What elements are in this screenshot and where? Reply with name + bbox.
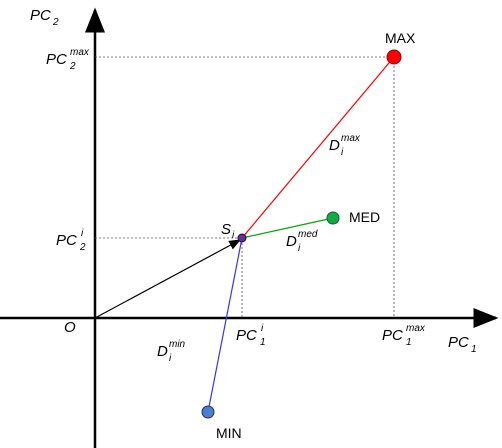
tick: PC	[382, 327, 403, 344]
tick: PC	[236, 327, 257, 344]
tick-sub: 1	[406, 337, 412, 348]
distance: D	[157, 343, 168, 360]
tick-sub: 2	[69, 61, 76, 72]
tick-sup: i	[261, 323, 264, 334]
tick-sup: max	[70, 47, 90, 58]
distance-sub: i	[298, 243, 301, 254]
s-label: S	[221, 221, 231, 238]
distance-sup: max	[341, 133, 361, 144]
tick-sup: i	[81, 228, 84, 239]
tick-sub: 1	[260, 337, 266, 348]
tick: PC	[56, 232, 77, 249]
distance: D	[286, 233, 297, 250]
s-point	[237, 233, 247, 243]
max-line	[241, 56, 395, 239]
min-line	[207, 237, 243, 413]
distance: D	[329, 137, 340, 154]
distance-sup: min	[169, 339, 186, 350]
x-label-sub: 1	[471, 344, 477, 355]
min-label: MIN	[216, 425, 242, 441]
origin-vector	[94, 239, 242, 319]
y-label-sub: 2	[52, 17, 59, 28]
max-point	[386, 49, 402, 65]
distance-sub: i	[341, 147, 344, 158]
med-label: MED	[349, 209, 380, 225]
distance-sup: med	[298, 229, 318, 240]
guides	[95, 56, 395, 318]
labels: PC 2 PC 1 O PC 2 max PC 2 i PC 1 i PC 1 …	[30, 7, 477, 441]
tick-sub: 2	[79, 242, 86, 253]
s-label-sub: i	[232, 230, 235, 241]
med-line	[241, 217, 334, 239]
min-point	[201, 405, 215, 419]
tick: PC	[46, 51, 67, 68]
origin: O	[64, 319, 76, 336]
max-label: MAX	[385, 30, 416, 46]
x-label: PC	[448, 334, 469, 351]
tick-sup: max	[406, 323, 426, 334]
distance-sub: i	[169, 353, 172, 364]
med-point	[326, 211, 340, 225]
y-label: PC	[30, 7, 51, 24]
